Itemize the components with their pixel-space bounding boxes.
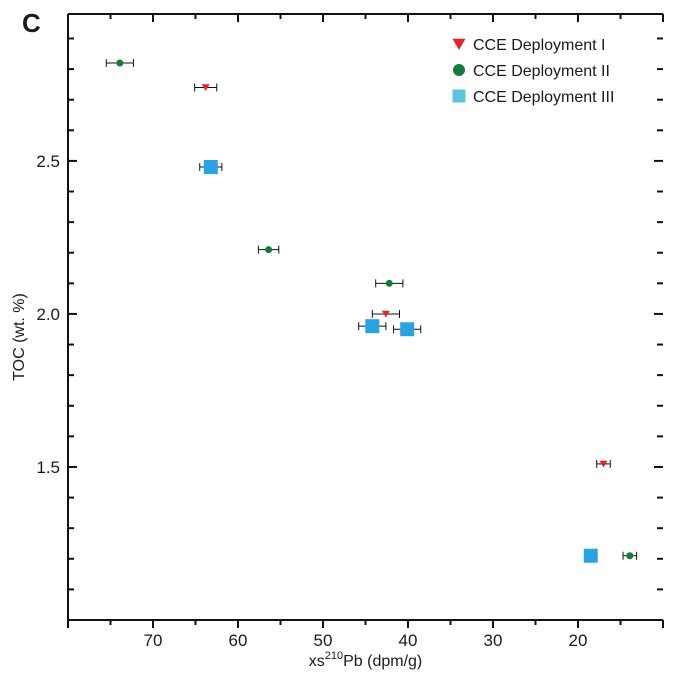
x-tick-label: 20 xyxy=(569,631,588,650)
legend-label: CCE Deployment I xyxy=(473,37,606,54)
data-point xyxy=(400,322,415,337)
data-point xyxy=(385,279,393,287)
x-axis-title: xs210Pb (dpm/g) xyxy=(309,650,423,670)
data-point xyxy=(365,319,380,334)
x-axis-title-prefix: xs xyxy=(309,653,325,670)
legend: CCE Deployment I CCE Deployment II CCE Dep… xyxy=(452,37,614,106)
y-axis-title: TOC (wt. %) xyxy=(11,293,28,381)
legend-label: CCE Deployment II xyxy=(473,63,610,80)
x-axis-title-suffix: Pb (dpm/g) xyxy=(343,653,422,670)
data-point xyxy=(116,59,124,67)
x-axis-title-superscript: 210 xyxy=(325,650,343,662)
data-point xyxy=(203,160,218,175)
data-point xyxy=(626,552,634,560)
x-tick-label: 70 xyxy=(144,631,163,650)
y-tick-label: 2.5 xyxy=(36,152,60,171)
legend-marker xyxy=(453,64,465,76)
legend-marker xyxy=(452,89,466,103)
x-tick-label: 30 xyxy=(484,631,503,650)
series-1 xyxy=(194,83,611,468)
data-point xyxy=(381,310,390,318)
data-point xyxy=(201,84,210,92)
data-points xyxy=(105,58,638,563)
x-tick-label: 60 xyxy=(229,631,248,650)
y-tick-label: 1.5 xyxy=(36,458,60,477)
data-point xyxy=(583,548,598,563)
series-3 xyxy=(199,160,598,563)
data-point xyxy=(599,460,608,468)
axis-ticks: 70 60 50 40 30 20 1.5 2.0 2.5 xyxy=(36,14,664,650)
x-tick-label: 50 xyxy=(314,631,333,650)
x-tick-label: 40 xyxy=(399,631,418,650)
series-2 xyxy=(105,58,638,560)
panel-label: C xyxy=(22,8,41,38)
legend-label: CCE Deployment III xyxy=(473,89,614,106)
legend-marker xyxy=(452,38,466,50)
data-point xyxy=(265,246,273,254)
y-tick-label: 2.0 xyxy=(36,305,60,324)
